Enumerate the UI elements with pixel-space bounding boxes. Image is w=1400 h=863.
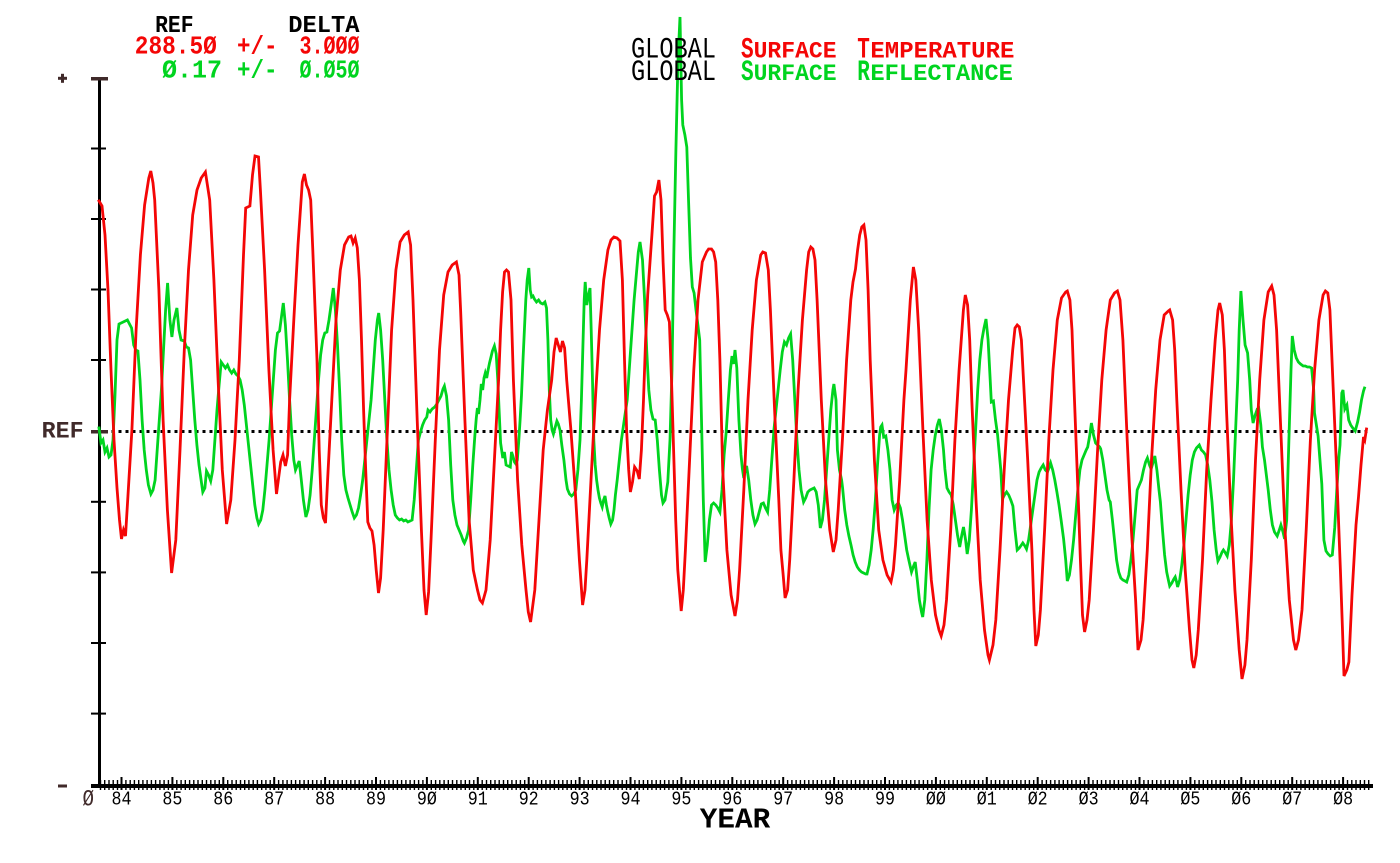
- svg-text:YEAR: YEAR: [700, 804, 771, 837]
- svg-text:Ø3: Ø3: [1079, 788, 1099, 810]
- svg-text:EFLECTANCE: EFLECTANCE: [870, 61, 1013, 87]
- svg-text:+/-: +/-: [237, 31, 278, 61]
- svg-text:Ø8: Ø8: [1333, 788, 1353, 810]
- svg-text:REF: REF: [155, 13, 194, 40]
- svg-text:87: 87: [264, 788, 284, 810]
- svg-text:86: 86: [213, 788, 233, 810]
- svg-text:EMPERATURE: EMPERATURE: [870, 39, 1014, 65]
- svg-text:Ø4: Ø4: [1130, 788, 1150, 810]
- svg-text:S: S: [741, 34, 754, 68]
- svg-text:95: 95: [671, 788, 691, 810]
- svg-text:288.5Ø: 288.5Ø: [135, 31, 217, 61]
- svg-text:URFACE: URFACE: [754, 61, 837, 87]
- svg-text:Ø.Ø5Ø: Ø.Ø5Ø: [300, 55, 360, 85]
- svg-text:99: 99: [875, 788, 895, 810]
- svg-text:Ø6: Ø6: [1231, 788, 1251, 810]
- svg-text:91: 91: [468, 788, 488, 810]
- svg-text:DELTA: DELTA: [288, 13, 360, 40]
- svg-text:Ø5: Ø5: [1180, 788, 1200, 810]
- svg-text:9Ø: 9Ø: [417, 788, 437, 810]
- svg-text:URFACE: URFACE: [754, 39, 837, 65]
- svg-text:T: T: [857, 34, 870, 68]
- svg-text:Ø.17: Ø.17: [162, 55, 222, 85]
- svg-text:GLOBAL: GLOBAL: [631, 34, 716, 68]
- svg-text:89: 89: [366, 788, 386, 810]
- svg-text:93: 93: [570, 788, 590, 810]
- svg-text:88: 88: [315, 788, 335, 810]
- svg-text:REF: REF: [42, 419, 84, 445]
- svg-text:R: R: [857, 56, 870, 90]
- svg-text:Ø: Ø: [83, 787, 95, 813]
- svg-text:+/-: +/-: [237, 55, 278, 85]
- svg-text:96: 96: [722, 788, 742, 810]
- svg-text:92: 92: [519, 788, 539, 810]
- svg-text:Ø7: Ø7: [1282, 788, 1302, 810]
- svg-text:Ø2: Ø2: [1028, 788, 1048, 810]
- svg-text:84: 84: [112, 788, 132, 810]
- svg-text:98: 98: [824, 788, 844, 810]
- svg-text:94: 94: [621, 788, 641, 810]
- svg-text:GLOBAL: GLOBAL: [631, 56, 716, 90]
- svg-text:97: 97: [773, 788, 793, 810]
- svg-text:Ø1: Ø1: [977, 788, 997, 810]
- svg-text:S: S: [741, 56, 754, 90]
- svg-text:85: 85: [162, 788, 182, 810]
- svg-text:3.ØØØ: 3.ØØØ: [300, 31, 360, 61]
- svg-text:ØØ: ØØ: [926, 788, 946, 810]
